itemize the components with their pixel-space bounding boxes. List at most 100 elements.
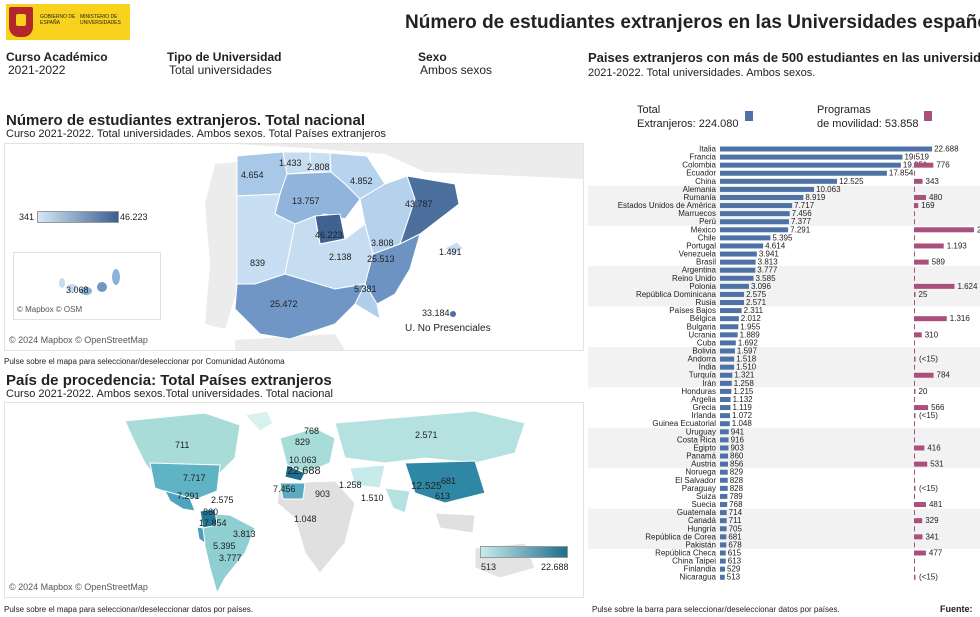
country-colombia[interactable] xyxy=(199,508,218,529)
mobility-bar-value[interactable]: 531 xyxy=(930,460,944,469)
country-row-label[interactable]: Brasil xyxy=(696,258,716,267)
mobility-bar[interactable] xyxy=(914,162,934,168)
mobility-bar[interactable] xyxy=(914,324,915,330)
country-brazil[interactable] xyxy=(199,512,256,595)
country-row-label[interactable]: Guinea Ecuatorial xyxy=(652,419,716,428)
total-bar[interactable] xyxy=(720,364,735,370)
mobility-bar[interactable] xyxy=(914,558,915,564)
country-marruecos[interactable] xyxy=(279,482,306,500)
world-map-panel[interactable]: 711 7.717 7.291 2.575 860 17.854 3.813 5… xyxy=(4,402,584,598)
country-row-label[interactable]: Nicaragua xyxy=(680,573,717,582)
country-row-label[interactable]: Guatemala xyxy=(677,508,717,517)
mobility-bar[interactable] xyxy=(914,170,915,176)
bar-chart-svg[interactable]: Italia22.688Francia19.519Colombia19.3517… xyxy=(588,145,980,599)
mobility-bar[interactable] xyxy=(914,283,955,289)
mobility-bar[interactable] xyxy=(914,356,916,362)
total-bar-value[interactable]: 1.072 xyxy=(732,411,753,420)
country-row-label[interactable]: Paraguay xyxy=(682,484,716,493)
country-row-label[interactable]: Panamá xyxy=(686,452,716,461)
total-bar[interactable] xyxy=(720,396,731,402)
mobility-bar[interactable] xyxy=(914,534,923,540)
total-bar-value[interactable]: 3.813 xyxy=(758,258,779,267)
total-bar-value[interactable]: 5.395 xyxy=(772,233,793,242)
total-bar-value[interactable]: 3.941 xyxy=(759,250,780,259)
mobility-bar[interactable] xyxy=(914,413,916,419)
filter-tipo-value[interactable]: Total universidades xyxy=(169,63,272,77)
total-bar-value[interactable]: 903 xyxy=(730,443,744,452)
total-bar[interactable] xyxy=(720,429,729,435)
region-no-presencial-marker[interactable] xyxy=(450,311,456,317)
spain-map-svg[interactable]: 4.654 1.433 2.808 4.852 13.757 3.808 43.… xyxy=(5,144,583,350)
mobility-bar[interactable] xyxy=(914,332,922,338)
total-bar-value[interactable]: 3.096 xyxy=(751,282,772,291)
country-row-label[interactable]: Honduras xyxy=(681,387,716,396)
total-bar[interactable] xyxy=(720,558,726,564)
country-row-label[interactable]: Alemania xyxy=(683,185,717,194)
mobility-bar[interactable] xyxy=(914,267,915,273)
total-bar-value[interactable]: 856 xyxy=(730,460,744,469)
mobility-bar-value[interactable]: 1.624 xyxy=(957,282,978,291)
total-bar-value[interactable]: 2.575 xyxy=(746,290,767,299)
total-bar-value[interactable]: 1.510 xyxy=(736,363,757,372)
total-bar[interactable] xyxy=(720,316,739,322)
total-bar-value[interactable]: 1.597 xyxy=(737,347,758,356)
total-bar[interactable] xyxy=(720,251,757,257)
country-row-label[interactable]: Países Bajos xyxy=(669,306,716,315)
country-row-label[interactable]: Hungría xyxy=(688,524,717,533)
total-bar-value[interactable]: 7.291 xyxy=(790,225,811,234)
mobility-bar-value[interactable]: 310 xyxy=(925,330,939,339)
total-bar-value[interactable]: 7.377 xyxy=(791,217,812,226)
mobility-bar[interactable] xyxy=(914,316,947,322)
total-bar[interactable] xyxy=(720,574,725,580)
mobility-bar[interactable] xyxy=(914,186,915,192)
country-row-label[interactable]: El Salvador xyxy=(675,476,716,485)
total-bar-value[interactable]: 22.688 xyxy=(934,145,959,154)
mobility-bar[interactable] xyxy=(914,348,915,354)
canarias-svg[interactable]: 3.068 xyxy=(14,253,160,319)
filter-curso-value[interactable]: 2021-2022 xyxy=(8,63,66,77)
mobility-bar-value[interactable]: 2.409 xyxy=(977,225,980,234)
total-bar-value[interactable]: 1.215 xyxy=(733,387,754,396)
total-bar-value[interactable]: 529 xyxy=(727,565,741,574)
total-bar[interactable] xyxy=(720,485,728,491)
mobility-bar[interactable] xyxy=(914,259,929,265)
total-bar-value[interactable]: 829 xyxy=(730,468,744,477)
country-row-label[interactable]: Marruecos xyxy=(678,209,716,218)
total-bar[interactable] xyxy=(720,437,729,443)
mobility-bar-value[interactable]: 343 xyxy=(926,177,940,186)
total-bar-value[interactable]: 860 xyxy=(730,452,744,461)
total-bar[interactable] xyxy=(720,211,790,217)
mobility-bar-value[interactable]: (<15) xyxy=(919,355,938,364)
total-bar-value[interactable]: 1.692 xyxy=(738,338,759,347)
mobility-bar[interactable] xyxy=(914,243,944,249)
total-bar[interactable] xyxy=(720,340,736,346)
total-bar-value[interactable]: 678 xyxy=(728,540,742,549)
total-bar[interactable] xyxy=(720,154,903,160)
total-bar-value[interactable]: 714 xyxy=(729,508,743,517)
mobility-bar-value[interactable]: 566 xyxy=(931,403,945,412)
total-bar[interactable] xyxy=(720,283,749,289)
total-bar-value[interactable]: 613 xyxy=(728,557,742,566)
total-bar[interactable] xyxy=(720,566,725,572)
total-bar[interactable] xyxy=(720,300,745,306)
mobility-bar[interactable] xyxy=(914,219,915,225)
total-bar[interactable] xyxy=(720,324,739,330)
country-row-label[interactable]: Irán xyxy=(702,379,716,388)
mobility-bar-value[interactable]: 1.193 xyxy=(947,241,968,250)
total-bar[interactable] xyxy=(720,372,733,378)
filter-sexo-value[interactable]: Ambos sexos xyxy=(420,63,493,77)
mobility-bar[interactable] xyxy=(914,154,915,160)
country-row-label[interactable]: Argelia xyxy=(691,395,716,404)
country-row-label[interactable]: Bolivia xyxy=(692,347,716,356)
total-bar-value[interactable]: 828 xyxy=(730,484,744,493)
mobility-bar[interactable] xyxy=(914,227,974,233)
total-bar[interactable] xyxy=(720,477,728,483)
total-bar[interactable] xyxy=(720,518,727,524)
country-row-label[interactable]: Pakistán xyxy=(685,540,716,549)
mobility-bar[interactable] xyxy=(914,388,916,394)
mobility-bar-value[interactable]: 169 xyxy=(921,201,935,210)
total-bar[interactable] xyxy=(720,203,793,209)
mobility-bar[interactable] xyxy=(914,405,929,411)
total-bar[interactable] xyxy=(720,186,815,192)
spain-map-panel[interactable]: 4.654 1.433 2.808 4.852 13.757 3.808 43.… xyxy=(4,143,584,351)
